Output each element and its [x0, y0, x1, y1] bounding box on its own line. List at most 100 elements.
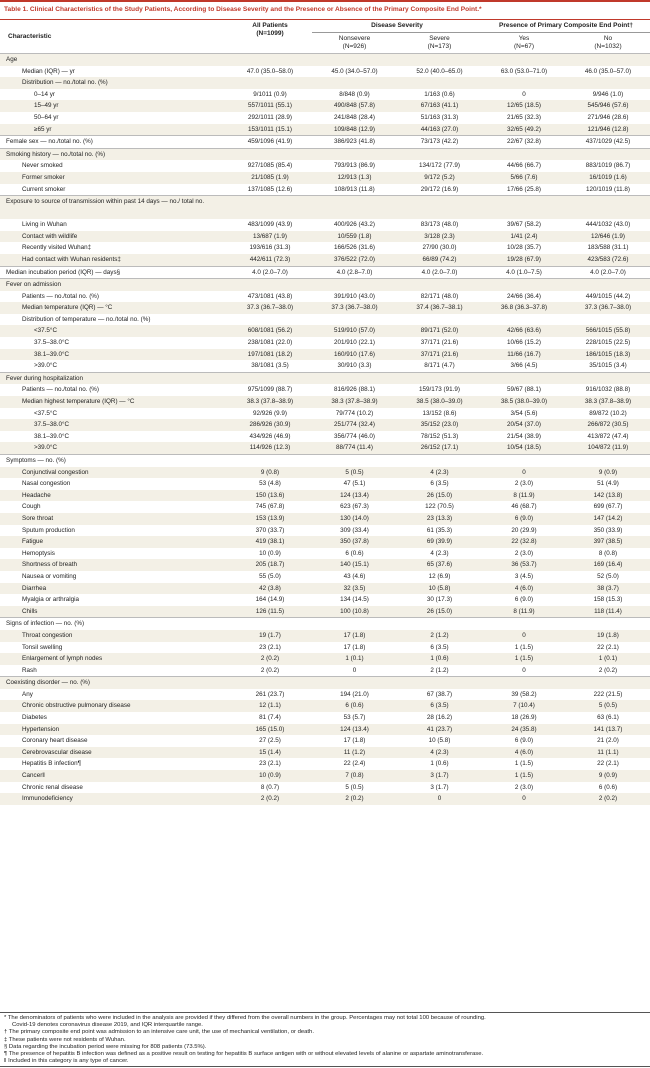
table-row: Had contact with Wuhan residents‡ 442/611… [0, 253, 650, 266]
row-value: 19 (1.7) [228, 629, 312, 642]
row-value [397, 676, 482, 689]
row-value: 153/1011 (15.1) [228, 123, 312, 136]
row-value: 150 (13.6) [228, 489, 312, 502]
footnote: ¶ The presence of hepatitis B infection … [4, 1051, 484, 1058]
row-value: 5 (0.5) [566, 700, 650, 713]
row-value: 490/848 (57.8) [312, 100, 397, 112]
row-value: 46.0 (35.0–57.0) [584, 67, 632, 75]
row-value: 6 (9.0) [482, 512, 566, 525]
row-value: 134 (14.5) [340, 596, 369, 604]
row-value: 21 (2.0) [597, 737, 619, 745]
table-row: Diabetes 81 (7.4) 53 (5.7) 28 (16.2) 18 (26.… [0, 712, 650, 724]
row-value: 413/872 (47.4) [587, 432, 629, 440]
row-value: 30/910 (3.3) [337, 362, 372, 370]
row-label: Current smoker [22, 185, 66, 193]
row-label: Coronary heart disease [22, 737, 88, 745]
row-value: 449/1015 (44.2) [585, 292, 631, 300]
row-value: 8 (11.9) [482, 605, 566, 618]
row-value [482, 371, 566, 385]
row-value: 0 [522, 90, 526, 98]
row-value: 0 [522, 666, 526, 674]
row-value: 35/1015 (3.4) [589, 362, 627, 370]
row-value: 53 (5.7) [343, 714, 366, 722]
table-row: Median incubation period (IQR) — days§ 4.… [0, 265, 650, 279]
table-row: Hypertension 165 (15.0) 124 (13.4) 41 (23.7… [0, 723, 650, 736]
row-value [312, 195, 397, 220]
table-row: Rash 2 (0.2) 0 2 (1.2) 0 2 (0.2) [0, 665, 650, 677]
row-label: Hemoptysis [22, 549, 55, 557]
row-value: 11 (1.2) [312, 746, 397, 759]
row-value: 4 (6.0) [482, 746, 566, 759]
row-value: 6 (3.5) [430, 480, 449, 488]
header-severe: Severe (N=173) [397, 33, 482, 54]
row-value: 78/152 (51.3) [420, 432, 459, 440]
row-label: Chills [0, 605, 228, 618]
table-row: Distribution — no./total no. (%) [0, 77, 650, 89]
row-value: 4.0 (2.0–7.0) [397, 265, 482, 279]
row-value: 286/926 (30.9) [228, 419, 312, 431]
row-value: 241/848 (28.4) [334, 113, 375, 121]
footnote: Covid-19 denotes coronavirus disease 201… [12, 1022, 203, 1029]
row-value [312, 77, 397, 89]
row-label: Living in Wuhan [22, 221, 67, 229]
row-value: 38.5 (38.0–39.0) [397, 396, 482, 408]
row-value: 122 (70.5) [425, 503, 454, 511]
table-row: Immunodeficiency 2 (0.2) 2 (0.2) 0 0 2 (0.2) [0, 793, 650, 805]
table-body: Age Median (IQR) — yr 47.0 (35.0–58.0) 45.0… [0, 52, 650, 805]
row-value: 8/848 (0.9) [339, 90, 370, 98]
table-row: >39.0°C 38/1081 (3.5) 30/910 (3.3) 8/171 (4… [0, 360, 650, 372]
row-value [482, 52, 566, 66]
row-value: 1/41 (2.4) [482, 230, 566, 243]
row-value: 16/1019 (1.6) [566, 171, 650, 184]
table-row: Cancer‖ 10 (0.9) 7 (0.8) 3 (1.7) 1 (1.5) 9 (0… [0, 770, 650, 782]
table-row: Nausea or vomiting 55 (5.0) 43 (4.6) 12 (6.… [0, 571, 650, 583]
row-label: Fever during hospitalization [0, 371, 228, 385]
row-value: 61 (35.3) [426, 526, 453, 534]
row-value: 205 (18.7) [228, 559, 312, 571]
header-characteristic: Characteristic [8, 32, 52, 40]
table-row: 37.5–38.0°C 286/926 (30.9) 251/774 (32.4) 3… [0, 419, 650, 431]
row-value: 158 (15.3) [593, 596, 623, 604]
row-value: 4.0 (2.8–7.0) [312, 265, 397, 279]
table-row: Nasal congestion 53 (4.8) 47 (5.1) 6 (3.5) 2… [0, 478, 650, 490]
row-value: 5/66 (7.6) [482, 171, 566, 184]
row-value [566, 52, 650, 66]
row-label: Smoking history — no./total no. (%) [0, 147, 228, 161]
row-value: 126 (11.5) [228, 605, 312, 618]
row-value: 19 (1.8) [566, 629, 650, 642]
row-value [228, 676, 312, 689]
table-row: Any 261 (23.7) 194 (21.0) 67 (38.7) 39 (58.2… [0, 689, 650, 701]
row-value: 545/946 (57.6) [566, 100, 650, 112]
row-label: Diarrhea [0, 582, 228, 595]
row-value: 1 (1.5) [482, 770, 566, 782]
row-value: 251/774 (32.4) [312, 419, 397, 431]
row-value: 169 (16.4) [566, 559, 650, 571]
row-value: 473/1081 (43.8) [247, 292, 293, 300]
row-value: 21/54 (38.9) [507, 432, 541, 440]
row-value: 2 (1.2) [397, 629, 482, 642]
row-value: 46 (68.7) [511, 503, 537, 511]
row-value: 483/1099 (43.9) [247, 221, 293, 229]
row-value: 4.0 (2.0–7.0) [228, 265, 312, 279]
row-value: 24/66 (36.4) [507, 292, 541, 300]
table-title: Table 1. Clinical Characteristics of the… [0, 0, 650, 20]
row-value: 42 (3.8) [228, 582, 312, 595]
row-value: 1 (1.5) [514, 760, 534, 768]
row-value: 8/171 (4.7) [424, 362, 455, 370]
row-label: Any [22, 690, 33, 698]
row-value: 121/946 (12.8) [566, 123, 650, 136]
row-value: 45.0 (34.0–57.0) [331, 67, 378, 75]
row-value: 22/67 (32.8) [482, 135, 566, 149]
row-label: <37.5°C [0, 325, 228, 338]
row-label: >39.0°C [0, 442, 228, 455]
row-value: 222 (21.5) [593, 690, 623, 698]
table-row: 38.1–39.0°C 197/1081 (18.2) 160/910 (17.6)… [0, 348, 650, 361]
row-value [566, 371, 650, 385]
row-value: 1 (0.6) [397, 653, 482, 665]
row-value: 22 (2.1) [597, 643, 619, 651]
row-label: 38.1–39.0°C [0, 348, 228, 361]
row-label: Headache [0, 489, 228, 502]
row-value: 18 (26.9) [511, 714, 537, 722]
row-value [397, 371, 482, 385]
